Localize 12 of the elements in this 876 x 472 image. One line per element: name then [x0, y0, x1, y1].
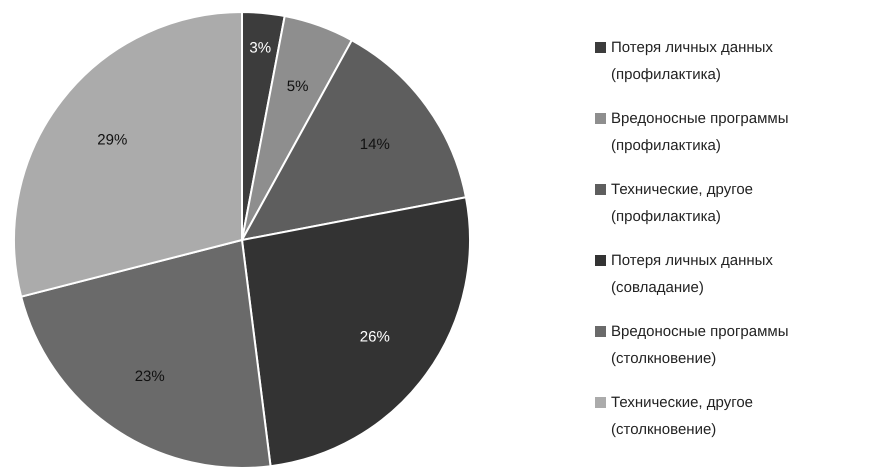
legend-label: Технические, другое (профилактика) [611, 181, 754, 225]
data-label: 23% [134, 368, 165, 386]
legend-label: Вредоносные программы (профилактика) [611, 110, 789, 154]
data-label: 14% [360, 136, 390, 153]
legend-label: Технические, другое (столкновение) [611, 394, 754, 438]
legend-label: Потеря личных данных (совладание) [611, 252, 774, 296]
data-label: 5% [286, 78, 308, 95]
data-label: 29% [97, 132, 128, 149]
legend-label: Потеря личных данных (профилактика) [611, 39, 774, 83]
data-label: 26% [360, 328, 390, 346]
legend-label: Вредоносные программы (столкновение) [611, 323, 789, 367]
data-label: 3% [249, 39, 272, 56]
